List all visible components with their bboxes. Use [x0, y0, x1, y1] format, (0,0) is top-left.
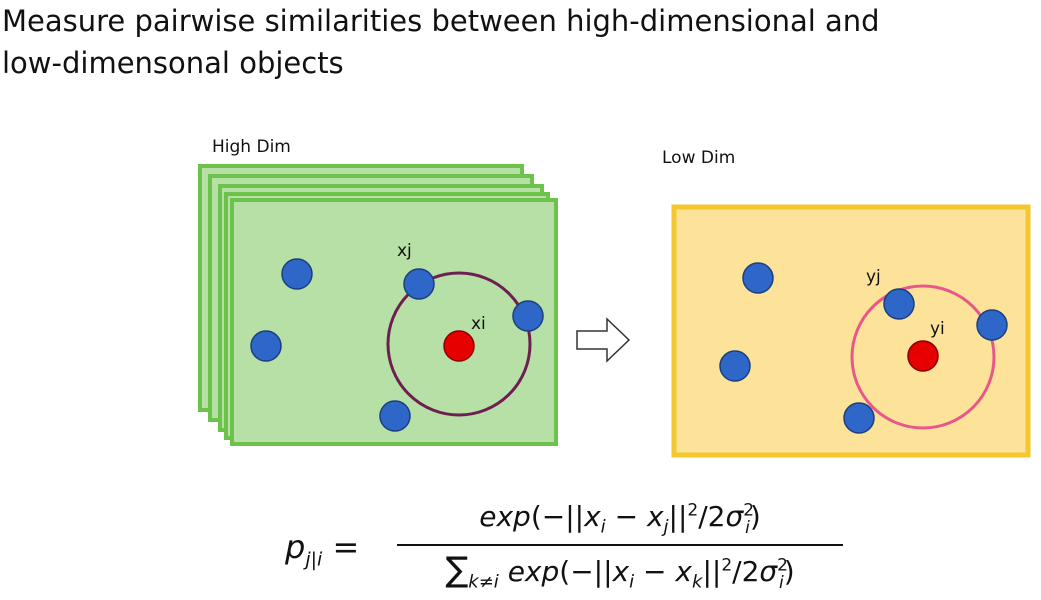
formula-denominator: ∑k≠i exp(−||xi − xk||2/2σ2i) [445, 550, 795, 593]
high-dim-point [281, 258, 313, 290]
low-dim-label: Low Dim [662, 148, 735, 168]
formula-numerator: exp(−||xi − xj||2/2σ2i) [479, 500, 761, 538]
low-dim-point [742, 262, 774, 294]
right-arrow-icon [576, 317, 631, 363]
conditional-probability-formula: pj|i = exp(−||xi − xj||2/2σ2i) ∑k≠i exp(… [280, 500, 880, 593]
low-dim-point-yi [907, 340, 939, 372]
fraction-bar [397, 544, 843, 546]
low-dim-point [976, 309, 1008, 341]
low-dim-panel: Low Dim yj yi [662, 148, 1031, 458]
point-yj-label: yj [866, 267, 881, 287]
low-dim-neighborhood-circle [850, 284, 996, 430]
high-dim-panel: High Dim xj xi [198, 137, 558, 446]
high-dim-point-xj [403, 268, 435, 300]
high-dim-point-xi [443, 330, 475, 362]
point-xj-label: xj [397, 241, 412, 261]
low-dim-point-yj [883, 288, 915, 320]
low-dim-point [719, 350, 751, 382]
title-line-2: low-dimensonal objects [2, 46, 344, 80]
point-xi-label: xi [471, 314, 486, 334]
formula-lhs: pj|i = [285, 528, 360, 571]
high-dim-neighborhood-circle [386, 271, 532, 417]
title-line-1: Measure pairwise similarities between hi… [2, 4, 880, 38]
high-dim-point [512, 300, 544, 332]
high-dim-point [379, 400, 411, 432]
low-dim-point [843, 402, 875, 434]
slide-title: Measure pairwise similarities between hi… [2, 0, 1032, 84]
point-yi-label: yi [930, 319, 945, 339]
high-dim-label: High Dim [212, 137, 291, 157]
high-dim-point [250, 330, 282, 362]
